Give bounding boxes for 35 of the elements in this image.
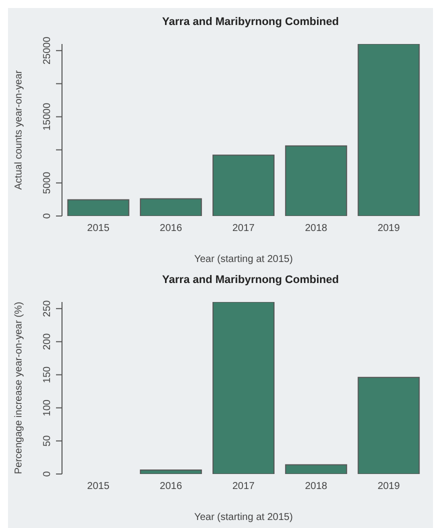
y-tick-label: 150 bbox=[42, 366, 53, 384]
x-tick-label: 2016 bbox=[160, 223, 182, 234]
x-tick-label: 2017 bbox=[232, 481, 256, 492]
bar bbox=[140, 470, 202, 474]
y-axis-title: Actual counts year-on-year bbox=[14, 70, 25, 190]
x-tick-label: 2018 bbox=[304, 481, 328, 492]
x-tick-label: 2019 bbox=[378, 223, 400, 234]
bar bbox=[285, 145, 348, 216]
chart-title: Yarra and Maribyrnong Combined bbox=[161, 15, 340, 30]
x-tick-label: 2017 bbox=[232, 223, 256, 234]
y-tick-label: 25000 bbox=[42, 36, 53, 65]
bar bbox=[212, 154, 275, 216]
y-tick-label: 250 bbox=[42, 300, 53, 317]
x-tick-label: 2015 bbox=[87, 481, 110, 492]
bar bbox=[285, 464, 348, 474]
y-tick-label: 200 bbox=[42, 332, 53, 350]
y-axis-title: Percengage increase year-on-year (%) bbox=[14, 302, 25, 474]
y-tick-label: 50 bbox=[42, 434, 53, 446]
y-tick-label: 5000 bbox=[42, 171, 53, 194]
x-tick-label: 2018 bbox=[304, 223, 328, 234]
x-axis-title: Year (starting at 2015) bbox=[194, 254, 293, 265]
bar bbox=[212, 302, 275, 474]
y-tick-label: 0 bbox=[42, 212, 53, 219]
y-tick-label: 0 bbox=[42, 470, 53, 477]
bar bbox=[358, 44, 420, 216]
y-tick-label: 15000 bbox=[42, 102, 53, 131]
y-tick-label: 100 bbox=[42, 399, 53, 416]
x-tick-label: 2019 bbox=[378, 481, 400, 492]
bar bbox=[67, 199, 130, 216]
x-axis-title: Year (starting at 2015) bbox=[194, 512, 293, 523]
x-tick-label: 2016 bbox=[160, 481, 182, 492]
chart-title: Yarra and Maribyrnong Combined bbox=[161, 273, 340, 288]
bar bbox=[358, 376, 420, 474]
bar bbox=[140, 198, 202, 216]
x-tick-label: 2015 bbox=[87, 223, 110, 234]
